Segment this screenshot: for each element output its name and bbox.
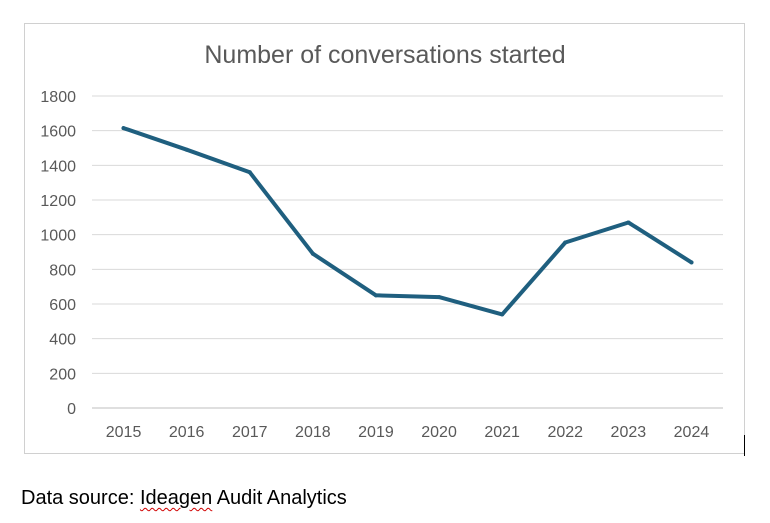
data-point-2015 (121, 126, 126, 131)
data-point-2024 (689, 260, 694, 265)
y-tick-label: 1600 (40, 124, 76, 141)
x-tick-label: 2015 (106, 424, 142, 441)
data-point-2016 (184, 147, 189, 152)
data-point-2017 (247, 170, 252, 175)
data-source-name: Ideagen (139, 487, 213, 509)
gridlines (92, 95, 723, 409)
data-point-2023 (626, 220, 631, 225)
x-tick-label: 2020 (421, 424, 457, 441)
chart-title: Number of conversations started (204, 41, 565, 69)
y-tick-label: 400 (49, 332, 76, 349)
frame-edge-mark (744, 435, 745, 456)
data-point-2019 (373, 293, 378, 298)
x-tick-label: 2022 (547, 424, 583, 441)
data-point-2018 (310, 251, 315, 256)
y-tick-label: 1800 (40, 89, 76, 106)
y-axis-tick-labels: 0 200 400 600 800 1000 1200 1400 1600 1800 (40, 89, 76, 418)
y-tick-label: 0 (67, 401, 76, 418)
x-tick-label: 2024 (674, 424, 710, 441)
y-tick-label: 600 (49, 297, 76, 314)
chart-frame (24, 23, 745, 454)
x-tick-label: 2023 (611, 424, 647, 441)
x-tick-label: 2021 (484, 424, 520, 441)
y-tick-label: 1000 (40, 228, 76, 245)
y-tick-label: 1200 (40, 193, 76, 210)
data-point-2021 (500, 312, 505, 317)
y-tick-label: 800 (49, 262, 76, 279)
series-group (121, 126, 694, 317)
data-point-2020 (437, 295, 442, 300)
series-line (121, 126, 694, 317)
x-tick-label: 2019 (358, 424, 394, 441)
data-point-2022 (563, 240, 568, 245)
data-source-note: Data source: Ideagen Audit Analytics (21, 487, 347, 510)
x-tick-label: 2016 (169, 424, 205, 441)
x-tick-label: 2018 (295, 424, 331, 441)
y-tick-label: 1400 (40, 158, 76, 175)
x-tick-label: 2017 (232, 424, 268, 441)
data-source-prefix: Data source: (21, 487, 140, 509)
data-source-suffix: Audit Analytics (212, 487, 347, 509)
x-axis-tick-labels: 2015 2016 2017 2018 2019 2020 2021 2022 2023 2024 (106, 424, 710, 441)
y-tick-label: 200 (49, 366, 76, 383)
